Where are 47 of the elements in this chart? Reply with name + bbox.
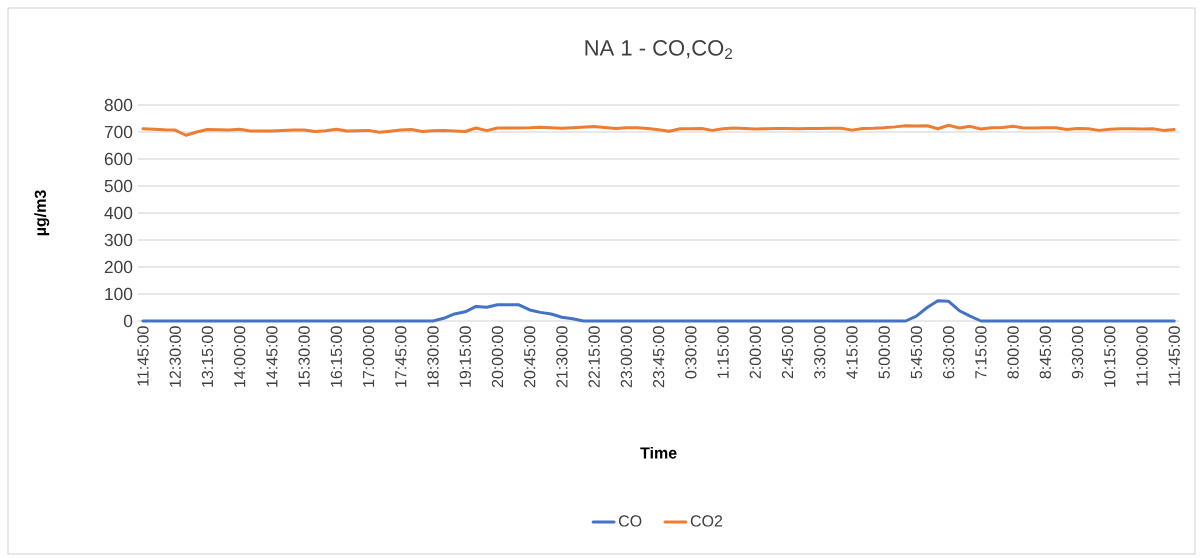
x-tick-label: 20:45:00 [524,326,536,388]
x-tick-label: 8:45:00 [1039,326,1051,379]
x-tick-label: 19:15:00 [459,326,471,387]
x-tick-label: 2:45:00 [781,326,794,379]
x-tick-label: 12:30:00 [169,326,181,387]
x-tick-label: 14:00:00 [234,326,246,387]
x-tick-label: 9:30:00 [1071,326,1084,379]
legend-label: CO [618,515,642,527]
x-tick-label: 11:00:00 [1136,326,1148,386]
x-tick-label: 22:15:00 [588,326,600,388]
y-axis-title: µg/m3 [34,190,50,236]
x-tick-label: 23:45:00 [652,326,665,388]
legend-label: CO2 [690,515,723,527]
y-tick-label: 400 [104,206,133,220]
x-tick-label: 0:30:00 [685,326,697,379]
x-tick-label: 23:00:00 [620,326,633,388]
y-tick-label: 800 [104,98,133,112]
x-tick-label: 2:00:00 [749,326,761,379]
x-tick-label: 7:15:00 [975,326,987,379]
x-tick-label: 11:45:00 [1168,326,1180,386]
y-tick-label: 500 [104,179,133,193]
x-tick-label: 4:15:00 [846,326,858,379]
x-tick-label: 20:00:00 [491,326,504,388]
x-tick-label: 21:30:00 [556,326,568,388]
y-tick-label: 700 [104,125,133,139]
x-tick-label: 3:30:00 [814,326,826,379]
y-tick-label: 0 [123,314,133,328]
y-tick-label: 200 [104,260,133,274]
x-tick-label: 6:30:00 [942,326,955,379]
x-tick-label: 16:15:00 [330,326,342,387]
y-tick-label: 100 [105,287,133,301]
x-tick-label: 13:15:00 [201,326,214,387]
x-tick-label: 17:00:00 [362,326,375,387]
x-tick-label: 8:00:00 [1007,326,1019,379]
x-tick-label: 14:45:00 [266,326,278,387]
x-tick-label: 10:15:00 [1104,326,1116,387]
x-tick-label: 5:45:00 [910,326,923,379]
x-tick-label: 5:00:00 [878,326,890,379]
x-tick-label: 17:45:00 [395,326,407,387]
y-tick-label: 600 [104,152,133,166]
y-tick-label: 300 [104,233,133,247]
x-tick-label: 1:15:00 [717,326,729,378]
x-tick-label: 18:30:00 [427,326,439,387]
chart-title: NA 1 - CO,CO$_{2}$ [585,40,733,59]
x-tick-label: 15:30:00 [298,326,310,387]
x-tick-label: 11:45:00 [137,326,149,386]
x-axis-title: Time [640,446,677,459]
